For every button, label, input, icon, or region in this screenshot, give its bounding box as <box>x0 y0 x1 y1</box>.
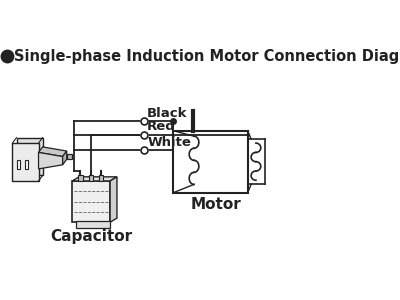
Polygon shape <box>63 151 67 165</box>
Bar <box>78 176 82 181</box>
FancyBboxPatch shape <box>25 160 28 169</box>
Bar <box>173 131 248 193</box>
Polygon shape <box>16 138 43 176</box>
Text: Black: Black <box>147 107 188 120</box>
Polygon shape <box>110 177 117 222</box>
Bar <box>76 221 110 228</box>
Bar <box>99 176 103 181</box>
Polygon shape <box>38 147 67 157</box>
Text: Red: Red <box>147 121 176 134</box>
Text: Motor: Motor <box>191 197 242 212</box>
Text: Capacitor: Capacitor <box>50 229 132 244</box>
Polygon shape <box>38 152 63 169</box>
Text: Single-phase Induction Motor Connection Diagram: Single-phase Induction Motor Connection … <box>14 49 400 64</box>
Polygon shape <box>72 181 110 222</box>
Polygon shape <box>12 143 38 181</box>
Text: White: White <box>147 136 191 148</box>
Polygon shape <box>72 177 117 181</box>
Bar <box>89 176 93 181</box>
FancyBboxPatch shape <box>16 160 20 169</box>
Polygon shape <box>67 154 72 159</box>
